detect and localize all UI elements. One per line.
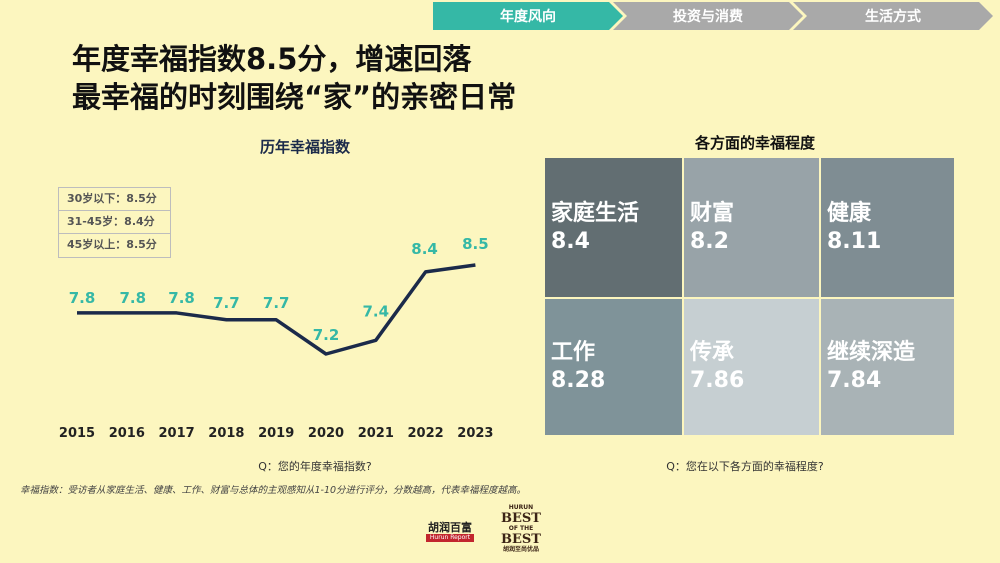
x-tick-label: 2021	[358, 426, 394, 441]
heatmap-cell: 传承 7.86	[684, 299, 819, 435]
x-tick-label: 2019	[258, 426, 294, 441]
data-label: 8.5	[462, 235, 489, 253]
age-group-under-30: 30岁以下：8.5分	[59, 188, 170, 211]
hurun-logo: 胡润百富 Hurun Report	[420, 521, 480, 543]
heatmap-cell-value: 7.86	[690, 368, 745, 393]
heatmap-cell-value: 7.84	[827, 368, 882, 393]
hurun-logo-cn: 胡润百富	[428, 521, 472, 534]
age-group-legend: 30岁以下：8.5分 31-45岁：8.4分 45岁以上：8.5分	[58, 187, 171, 258]
best-logo-main-1: BEST	[501, 511, 541, 526]
age-group-31-45: 31-45岁：8.4分	[59, 211, 170, 234]
best-of-best-logo: HURUN BEST OF THE BEST 胡润至尚优品	[497, 503, 545, 555]
x-tick-label: 2023	[457, 426, 493, 441]
line-chart-title: 历年幸福指数	[259, 138, 350, 156]
best-logo-top: HURUN	[508, 504, 534, 511]
heatmap-cell: 家庭生活 8.4	[545, 158, 682, 297]
heatmap-cell: 健康 8.11	[821, 158, 954, 297]
heatmap-cell-label: 继续深造	[827, 340, 916, 365]
heatmap-cell-label: 工作	[551, 340, 596, 365]
heatmap-cell-label: 家庭生活	[551, 200, 640, 226]
best-logo-of: OF THE	[508, 525, 534, 532]
tab-lifestyle[interactable]: 生活方式	[793, 2, 993, 30]
question-right: Q：您在以下各方面的幸福程度?	[666, 460, 824, 473]
top-nav: 年度风向 投资与消费 生活方式	[433, 2, 1000, 30]
data-label: 7.7	[263, 294, 290, 312]
data-label: 7.8	[69, 289, 96, 307]
data-label: 7.2	[313, 326, 340, 344]
age-group-over-45: 45岁以上：8.5分	[67, 238, 157, 251]
heatmap-cell-label: 财富	[690, 200, 735, 226]
heatmap-cell: 工作 8.28	[545, 299, 682, 435]
heatmap-cell-value: 8.4	[551, 228, 590, 254]
heatmap-cell: 继续深造 7.84	[821, 299, 954, 435]
hurun-logo-en: Hurun Report	[425, 534, 475, 542]
heatmap-title: 各方面的幸福程度	[694, 134, 815, 152]
x-tick-label: 2017	[159, 426, 195, 441]
title-line-1: 年度幸福指数8.5分，增速回落	[72, 42, 472, 76]
data-label: 7.4	[363, 302, 390, 320]
tab-investment-consumption[interactable]: 投资与消费	[613, 2, 803, 30]
data-label: 8.4	[411, 240, 438, 258]
data-label: 7.7	[213, 294, 240, 312]
heatmap-cell-label: 健康	[827, 200, 872, 226]
x-tick-label: 2018	[208, 426, 244, 441]
x-tick-label: 2020	[308, 426, 344, 441]
heatmap-cell-value: 8.11	[827, 228, 882, 254]
x-tick-label: 2022	[408, 426, 444, 441]
x-tick-label: 2016	[109, 426, 145, 441]
best-logo-main-2: BEST	[501, 532, 541, 547]
series-line	[77, 263, 476, 356]
x-tick-label: 2015	[59, 426, 95, 441]
heatmap-cell-label: 传承	[690, 340, 735, 365]
question-left: Q：您的年度幸福指数?	[258, 460, 372, 473]
title-line-2: 最幸福的时刻围绕“家”的亲密日常	[72, 80, 517, 114]
heatmap-cell: 财富 8.2	[684, 158, 819, 297]
page-title: 年度幸福指数8.5分，增速回落 最幸福的时刻围绕“家”的亲密日常	[72, 40, 516, 116]
heatmap-cell-value: 8.2	[690, 228, 729, 254]
line-chart: 7.8 7.8 7.8 7.7 7.7 7.2 7.4 8.4 8.5 2015 2016 2017 2…	[59, 235, 494, 441]
tab-annual-trend[interactable]: 年度风向	[433, 2, 623, 30]
footnote: 幸福指数：受访者从家庭生活、健康、工作、财富与总体的主观感知从1-10分进行评分…	[20, 485, 527, 496]
heatmap-cell-value: 8.28	[551, 368, 606, 393]
data-label: 7.8	[168, 289, 195, 307]
aspect-heatmap: 家庭生活 8.4 财富 8.2 健康 8.11 工作 8.28 传承 7.86 继续深造 7.84	[545, 158, 956, 437]
best-logo-cn: 胡润至尚优品	[502, 546, 539, 553]
data-label: 7.8	[120, 289, 147, 307]
